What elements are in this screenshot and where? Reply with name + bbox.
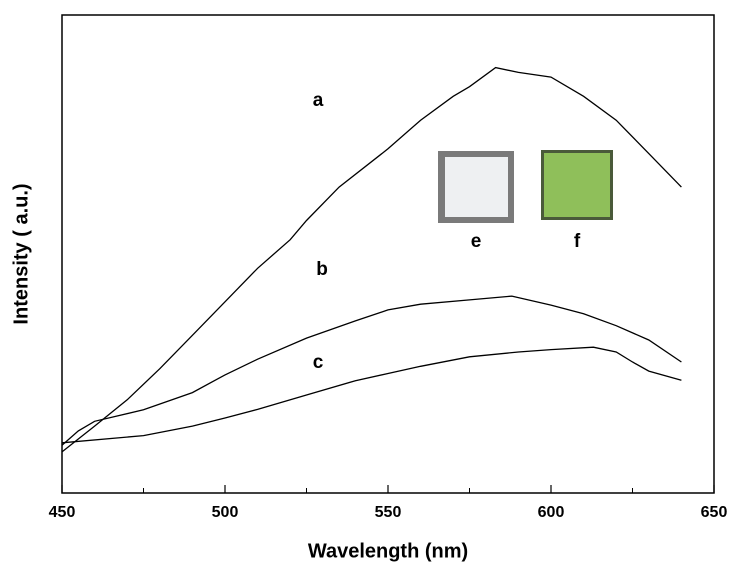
plot-frame — [61, 14, 715, 494]
x-tick-label: 650 — [701, 504, 728, 521]
inset-e — [445, 157, 508, 217]
series-line — [61, 66, 682, 453]
series-line — [61, 295, 682, 446]
series-label: c — [313, 352, 324, 373]
inset-label: f — [574, 231, 581, 252]
inset-label: e — [471, 231, 482, 252]
x-tick-label: 550 — [375, 504, 402, 521]
x-axis-title: Wavelength (nm) — [308, 540, 468, 562]
x-tick-label: 500 — [212, 504, 239, 521]
y-axis-title: Intensity ( a.u.) — [10, 183, 32, 324]
series-label: b — [316, 259, 328, 280]
series-label: a — [313, 90, 324, 111]
series-line — [61, 346, 682, 444]
inset-f — [544, 153, 610, 217]
x-tick-label: 600 — [538, 504, 565, 521]
x-tick-label: 450 — [49, 504, 76, 521]
